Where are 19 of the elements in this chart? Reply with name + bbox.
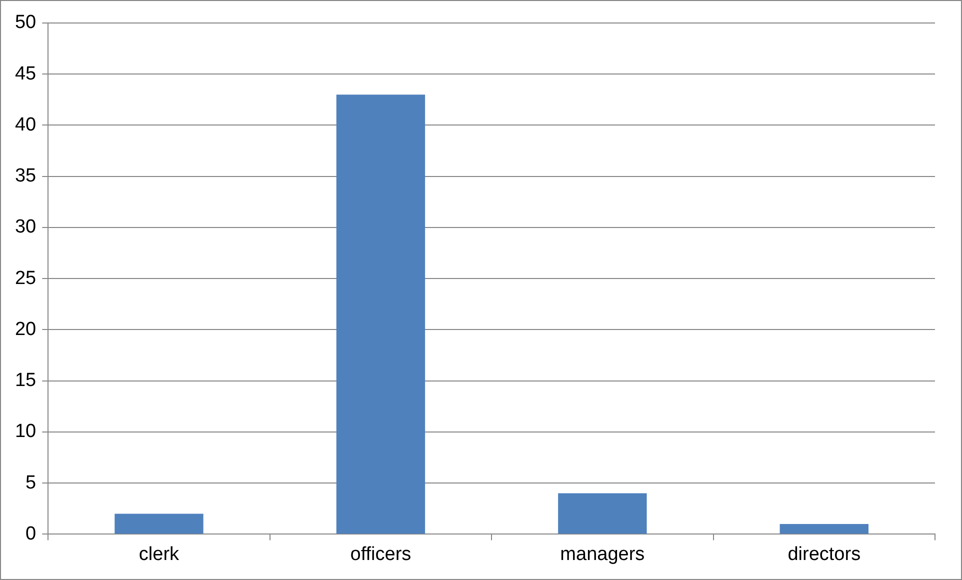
y-tick-label: 25 — [14, 268, 36, 289]
y-tick-label: 20 — [14, 318, 36, 340]
bar — [558, 493, 647, 534]
y-tick-label: 10 — [14, 421, 36, 442]
y-tick-label: 15 — [14, 370, 36, 392]
x-tick-label: clerk — [138, 544, 180, 565]
y-tick-label: 0 — [26, 523, 36, 544]
y-tick-label: 50 — [14, 12, 36, 34]
bar — [114, 514, 204, 534]
y-tick-label: 35 — [14, 166, 36, 187]
bar — [336, 94, 426, 534]
y-tick-label: 40 — [14, 114, 36, 136]
x-tick-label: directors — [788, 544, 861, 565]
bar — [780, 524, 868, 534]
y-tick-label: 45 — [14, 63, 36, 84]
y-tick-label: 5 — [26, 472, 36, 494]
x-tick-label: managers — [560, 544, 645, 565]
y-tick-label: 30 — [14, 216, 36, 238]
x-tick-label: officers — [350, 544, 412, 565]
